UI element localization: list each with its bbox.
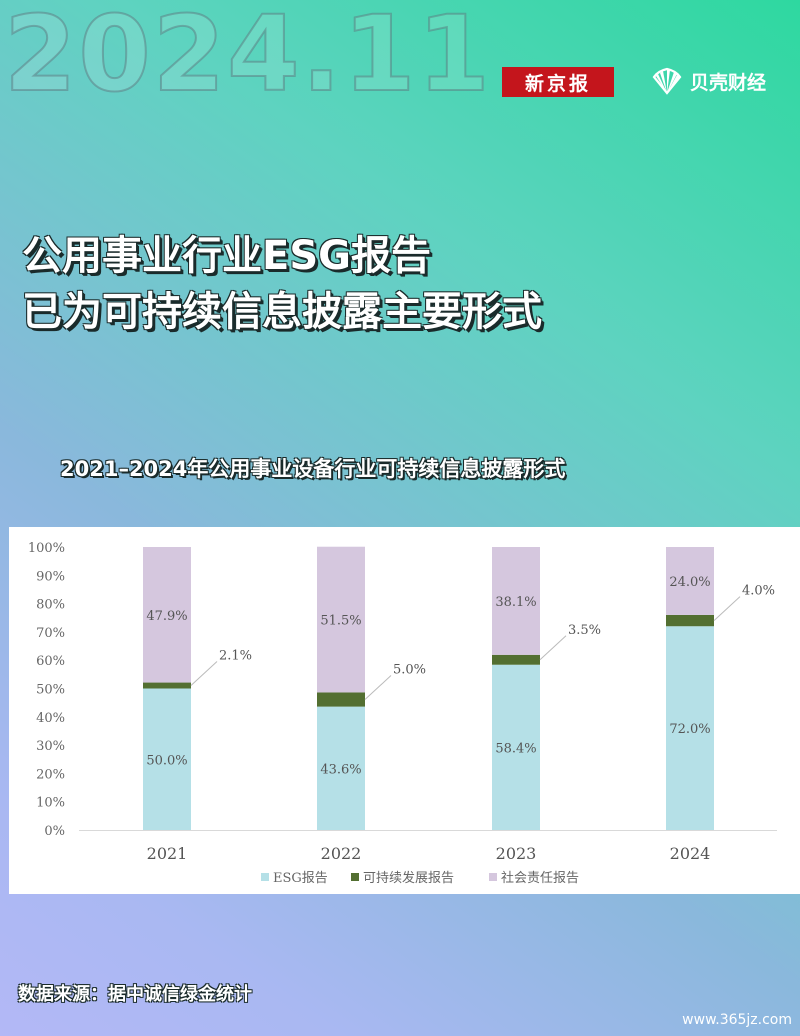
data-label: 43.6%: [320, 762, 361, 777]
data-label: 47.9%: [146, 609, 187, 624]
legend-label: 可持续发展报告: [363, 870, 454, 886]
bar-segment: [143, 688, 191, 830]
bar-segment: [143, 682, 191, 689]
xinjingbao-logo: 新京报: [502, 67, 614, 97]
legend-swatch: [489, 873, 497, 881]
bar-segment: [317, 546, 365, 693]
headline-line-1: 公用事业行业ESG报告: [22, 233, 431, 279]
y-tick-label: 70%: [36, 626, 65, 641]
x-tick-label: 2022: [321, 844, 362, 863]
beike-logo: 贝壳财经: [650, 64, 766, 98]
chart-panel: 0% 10% 20% 30% 40% 50% 60% 70% 80% 90% 100% 50.0% 2.…: [9, 527, 800, 894]
y-tick-label: 90%: [36, 569, 65, 584]
background-date: 2024.11: [3, 0, 492, 115]
callout-line: [364, 675, 392, 700]
data-label: 2.1%: [219, 649, 252, 664]
beike-logo-text: 贝壳财经: [690, 71, 767, 94]
data-label: 50.0%: [146, 753, 187, 768]
data-label: 3.5%: [568, 623, 601, 638]
data-label: 4.0%: [742, 584, 775, 599]
legend-label: ESG报告: [273, 871, 328, 886]
bar-segment: [666, 547, 714, 615]
legend-swatch: [351, 873, 359, 881]
bar-segment: [492, 547, 540, 655]
y-tick-label: 10%: [36, 796, 65, 811]
y-tick-label: 50%: [36, 683, 65, 698]
y-tick-label: 60%: [36, 654, 65, 669]
data-label: 72.0%: [669, 722, 710, 737]
shell-icon: [652, 67, 682, 95]
y-tick-label: 40%: [36, 711, 65, 726]
data-label: 5.0%: [393, 663, 426, 678]
data-label: 58.4%: [495, 741, 536, 756]
bar-segment: [492, 664, 540, 830]
watermark: www.365jz.com: [682, 1012, 792, 1028]
y-tick-label: 0%: [44, 824, 65, 839]
data-label: 24.0%: [669, 575, 710, 590]
legend-label: 社会责任报告: [501, 870, 579, 886]
x-tick-label: 2024: [670, 844, 711, 863]
y-tick-label: 30%: [36, 739, 65, 754]
bar-segment: [666, 626, 714, 830]
x-tick-label: 2023: [496, 844, 537, 863]
callout-line: [539, 635, 567, 661]
data-label: 51.5%: [320, 614, 361, 629]
chart-title: 2021–2024年公用事业设备行业可持续信息披露形式: [60, 457, 566, 481]
callout-line: [713, 596, 741, 621]
bar-segment: [317, 692, 365, 707]
y-tick-label: 80%: [36, 598, 65, 613]
headline: 公用事业行业ESG报告 已为可持续信息披露主要形式: [22, 228, 542, 340]
headline-line-2: 已为可持续信息披露主要形式: [22, 289, 542, 335]
y-tick-label: 100%: [28, 541, 65, 556]
bar-segment: [317, 706, 365, 830]
legend-swatch: [261, 873, 269, 881]
stacked-bar-chart: 0% 10% 20% 30% 40% 50% 60% 70% 80% 90% 100% 50.0% 2.…: [28, 541, 777, 886]
data-label: 38.1%: [495, 595, 536, 610]
data-source: 数据来源：据中诚信绿金统计: [18, 984, 252, 1005]
bar-segment: [143, 547, 191, 683]
bar-segment: [666, 614, 714, 627]
y-tick-label: 20%: [36, 767, 65, 782]
callout-line: [190, 661, 218, 686]
x-tick-label: 2021: [147, 844, 188, 863]
bar-segment: [492, 654, 540, 665]
